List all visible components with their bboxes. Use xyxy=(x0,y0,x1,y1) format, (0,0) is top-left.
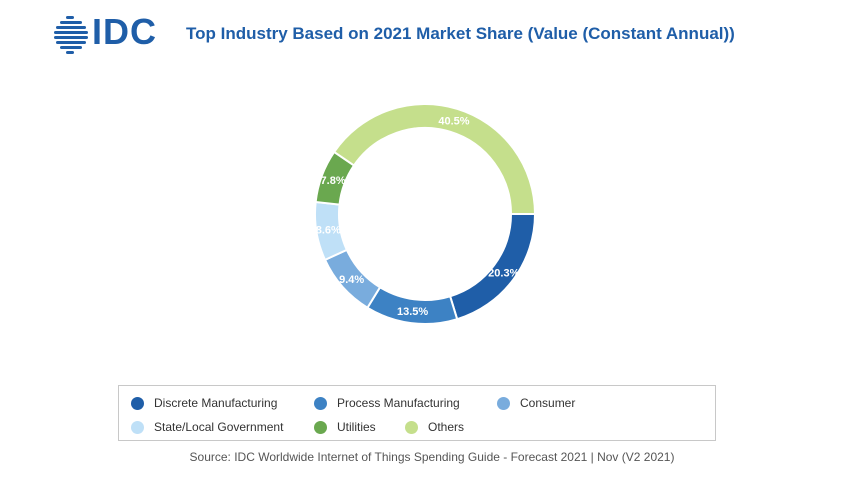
legend-item: Process Manufacturing xyxy=(314,396,460,410)
legend-label: Consumer xyxy=(520,396,576,410)
legend-swatch xyxy=(131,420,144,434)
source-note: Source: IDC Worldwide Internet of Things… xyxy=(189,450,675,464)
slice-label: 8.6% xyxy=(316,225,341,237)
legend-item: Others xyxy=(405,420,464,434)
legend-swatch xyxy=(314,396,327,410)
legend-label: Discrete Manufacturing xyxy=(154,396,278,410)
chart-title: Top Industry Based on 2021 Market Share … xyxy=(186,24,735,43)
legend-item: Consumer xyxy=(497,396,575,410)
legend-swatch xyxy=(405,420,418,434)
slice-label: 9.4% xyxy=(339,274,364,286)
slice-label: 20.3% xyxy=(488,267,519,279)
legend-label: Others xyxy=(428,420,465,434)
logo-text: IDC xyxy=(92,11,157,52)
legend-item: State/Local Government xyxy=(131,420,283,434)
legend-label: Utilities xyxy=(337,420,376,434)
slice-label: 40.5% xyxy=(438,115,469,127)
slice-label: 7.8% xyxy=(321,175,346,187)
legend-swatch xyxy=(497,396,510,410)
donut-chart: 20.3% 13.5% 9.4% 8.6% 7.8% 40.5% xyxy=(314,103,537,325)
idc-logo xyxy=(54,16,88,54)
legend-item: Utilities xyxy=(314,420,376,434)
slice-label: 13.5% xyxy=(397,306,428,318)
legend-item: Discrete Manufacturing xyxy=(131,396,277,410)
legend-label: State/Local Government xyxy=(154,420,284,434)
slice-labels: 20.3% 13.5% 9.4% 8.6% 7.8% 40.5% xyxy=(316,115,520,318)
legend: Discrete Manufacturing Process Manufactur… xyxy=(118,385,716,441)
donut-slices xyxy=(314,103,537,325)
legend-swatch xyxy=(314,420,327,434)
legend-label: Process Manufacturing xyxy=(337,396,460,410)
slice-others xyxy=(332,103,537,215)
legend-swatch xyxy=(131,396,144,410)
